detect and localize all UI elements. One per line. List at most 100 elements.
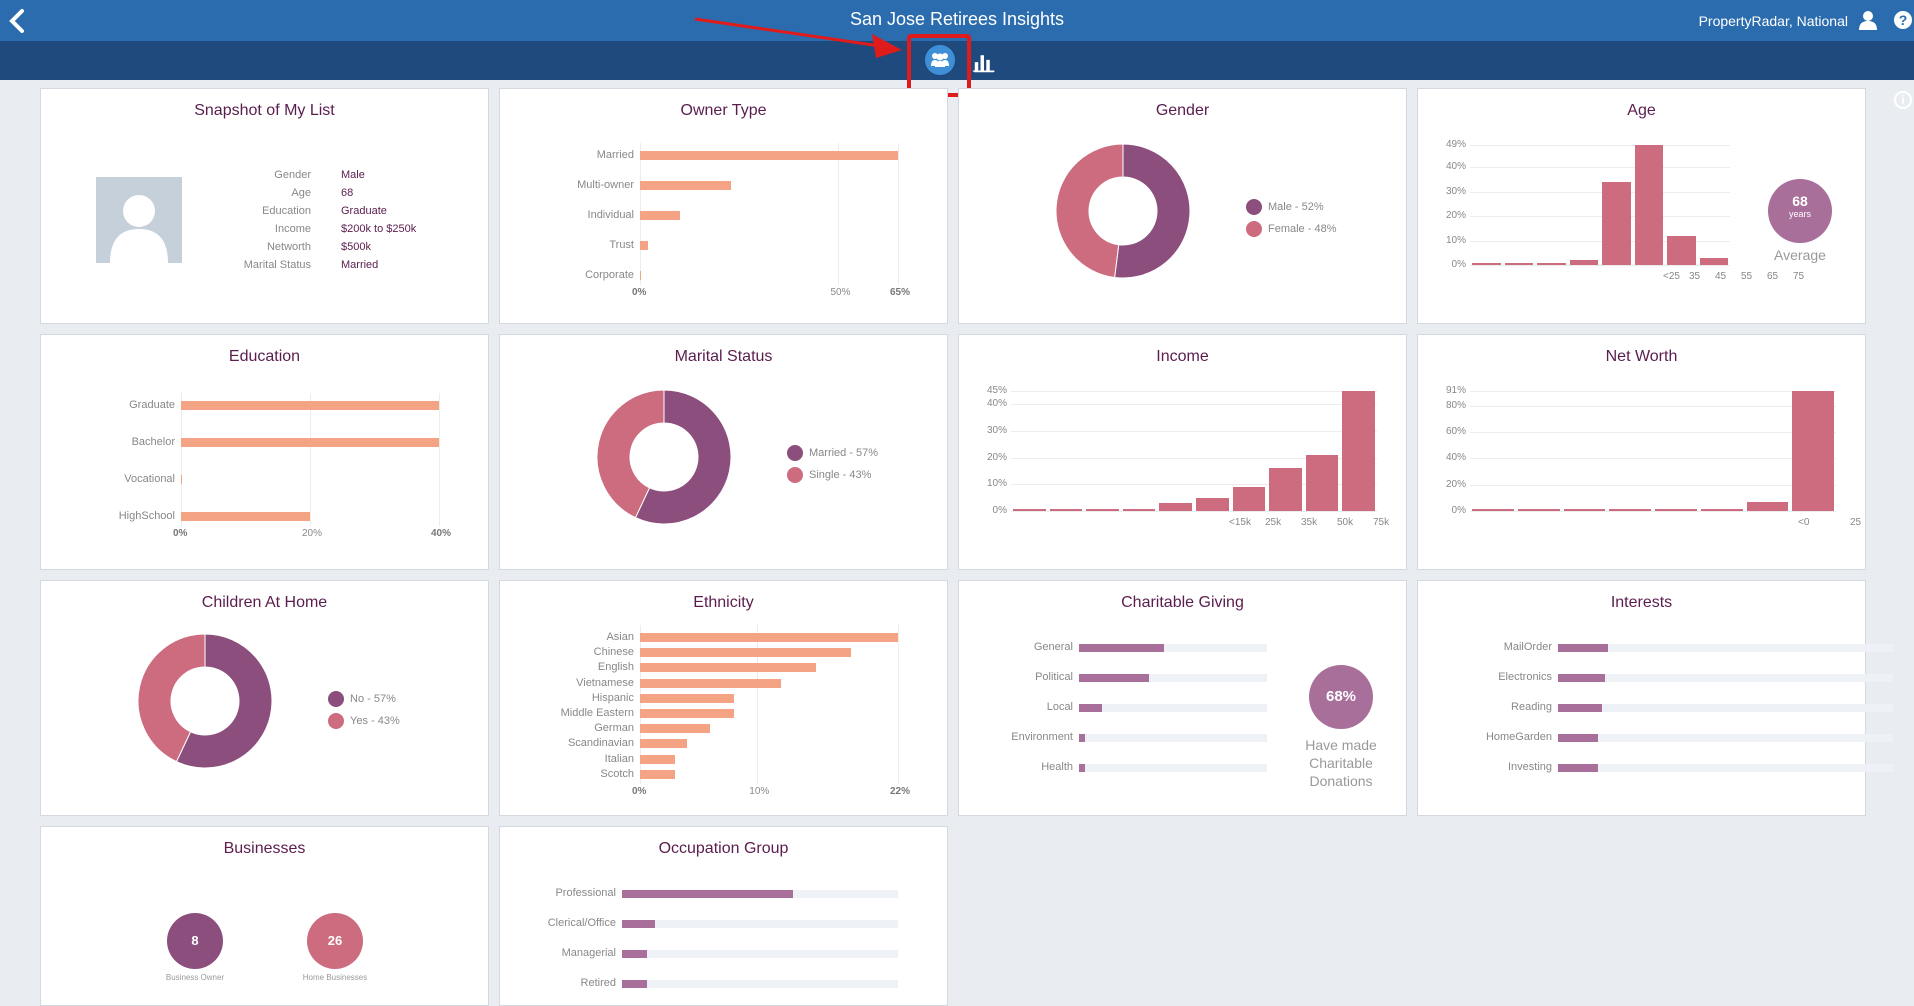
bar xyxy=(1079,764,1085,772)
grid-line xyxy=(1011,457,1377,459)
bar xyxy=(622,950,647,958)
category-label: Retired xyxy=(580,977,616,989)
charitable-giving-card: Charitable Giving General Political Local E… xyxy=(958,580,1407,816)
info-icon[interactable]: i xyxy=(1894,91,1912,109)
category-label: HomeGarden xyxy=(1485,731,1552,743)
bar xyxy=(1558,734,1599,742)
bar xyxy=(1504,263,1533,265)
y-tick-label: 49% xyxy=(1445,139,1466,150)
x-tick-label: 75 xyxy=(1793,271,1805,282)
snapshot-field-label: Marital Status xyxy=(243,259,311,271)
view-toolbar: i xyxy=(0,41,1914,109)
x-tick-label: <25 xyxy=(1663,271,1680,282)
category-label: Italian xyxy=(604,752,634,765)
category-label: Vocational xyxy=(124,473,175,485)
grid-line xyxy=(757,625,759,784)
bar-chart-view-icon[interactable] xyxy=(969,46,999,76)
bar-track xyxy=(1558,674,1893,682)
snapshot-field-label: Income xyxy=(274,223,311,235)
x-tick-label: 50k xyxy=(1337,517,1354,528)
card-title: Children At Home xyxy=(201,594,328,611)
snapshot-field-value: $200k to $250k xyxy=(341,223,417,235)
average-label: Average xyxy=(1774,247,1826,263)
axis-tick-label: 0% xyxy=(173,528,188,539)
x-tick-label: 55 xyxy=(1741,271,1753,282)
category-label: Bachelor xyxy=(131,436,175,448)
bar xyxy=(181,475,182,484)
x-tick-label: 35k xyxy=(1301,517,1318,528)
legend-label: No - 57% xyxy=(350,692,396,705)
user-icon[interactable] xyxy=(1858,10,1878,30)
grid-line xyxy=(1011,431,1377,432)
y-tick-label: 0% xyxy=(992,505,1007,516)
card-title: Ethnicity xyxy=(693,594,754,611)
bar xyxy=(1086,509,1119,511)
bar xyxy=(1537,263,1566,265)
bar xyxy=(1558,764,1599,772)
snapshot-field-value: Male xyxy=(341,169,365,181)
grid-line xyxy=(898,625,899,784)
bar xyxy=(640,693,734,703)
axis-tick-label: 22% xyxy=(890,785,911,797)
bar xyxy=(640,709,734,718)
grid-line xyxy=(1470,145,1730,146)
x-tick-label: 25k xyxy=(1265,517,1282,528)
category-label: Individual xyxy=(587,209,634,221)
annotation-arrow xyxy=(694,17,902,58)
occupation-card: Occupation Group Professional Clerical/Of… xyxy=(499,826,948,1006)
category-label: Middle Eastern xyxy=(560,707,634,719)
help-icon[interactable]: ? xyxy=(1894,11,1912,29)
x-tick-label: 75k xyxy=(1373,517,1390,528)
legend-swatch xyxy=(1246,221,1262,237)
bar xyxy=(1609,509,1651,511)
axis-tick-label: 0% xyxy=(632,287,647,298)
owner-type-card: Owner Type Married Multi-owner Individual T… xyxy=(499,88,948,324)
people-view-button[interactable] xyxy=(925,45,955,75)
account-name[interactable]: PropertyRadar, National xyxy=(1698,13,1848,29)
grid-line xyxy=(1011,511,1377,512)
legend-swatch xyxy=(787,467,803,483)
card-title: Education xyxy=(228,348,301,365)
category-label: MailOrder xyxy=(1503,641,1552,653)
grid-line xyxy=(1470,391,1836,392)
legend-male: Male - 52% xyxy=(1246,199,1324,215)
age-card: Age 49% 40% 30% 20% 10% 0% <25 35 45 55 65 75 68 ye… xyxy=(1417,88,1866,324)
bar-track xyxy=(1558,704,1893,712)
donut-slice xyxy=(1055,143,1124,279)
bar xyxy=(1558,644,1609,652)
category-label: Health xyxy=(1041,761,1073,773)
bar xyxy=(1634,145,1663,265)
category-label: Hispanic xyxy=(591,691,634,704)
caption-line: Donations xyxy=(1309,773,1373,789)
category-label: Multi-owner xyxy=(577,179,634,191)
business-owner-label: Business Owner xyxy=(165,973,225,982)
y-tick-label: 30% xyxy=(986,425,1007,436)
category-label: Graduate xyxy=(129,399,175,411)
bar xyxy=(640,271,642,280)
back-chevron-icon[interactable] xyxy=(6,8,28,34)
x-tick-label: 25 xyxy=(1850,517,1862,528)
y-tick-label: 80% xyxy=(1445,399,1466,411)
gender-donut-chart xyxy=(1055,143,1191,279)
grid-line xyxy=(1470,265,1730,266)
bar xyxy=(1472,509,1514,511)
y-tick-label: 40% xyxy=(1445,161,1466,173)
home-businesses-label: Home Businesses xyxy=(302,973,368,982)
legend-yes: Yes - 43% xyxy=(328,713,400,729)
card-title: Owner Type xyxy=(680,102,767,119)
donut-slice xyxy=(1114,143,1191,279)
category-label: Investing xyxy=(1507,761,1552,773)
bar xyxy=(1159,503,1192,511)
ethnicity-card: Ethnicity Asian Chinese English Vietnamese H… xyxy=(499,580,948,816)
x-tick-label: 35 xyxy=(1689,271,1701,282)
y-tick-label: 20% xyxy=(986,451,1007,463)
home-businesses-badge: 26 xyxy=(307,913,363,969)
bar xyxy=(640,241,648,250)
bar-track xyxy=(622,980,898,988)
income-card: Income 45% 40% 30% 20% 10% 0% <15k 25k 35k 50k 75k xyxy=(958,334,1407,570)
snapshot-field-label: Gender xyxy=(274,169,311,181)
bar xyxy=(1196,497,1229,511)
bar xyxy=(1558,674,1605,682)
bar-track xyxy=(1079,704,1267,712)
bar-track xyxy=(1079,644,1267,652)
